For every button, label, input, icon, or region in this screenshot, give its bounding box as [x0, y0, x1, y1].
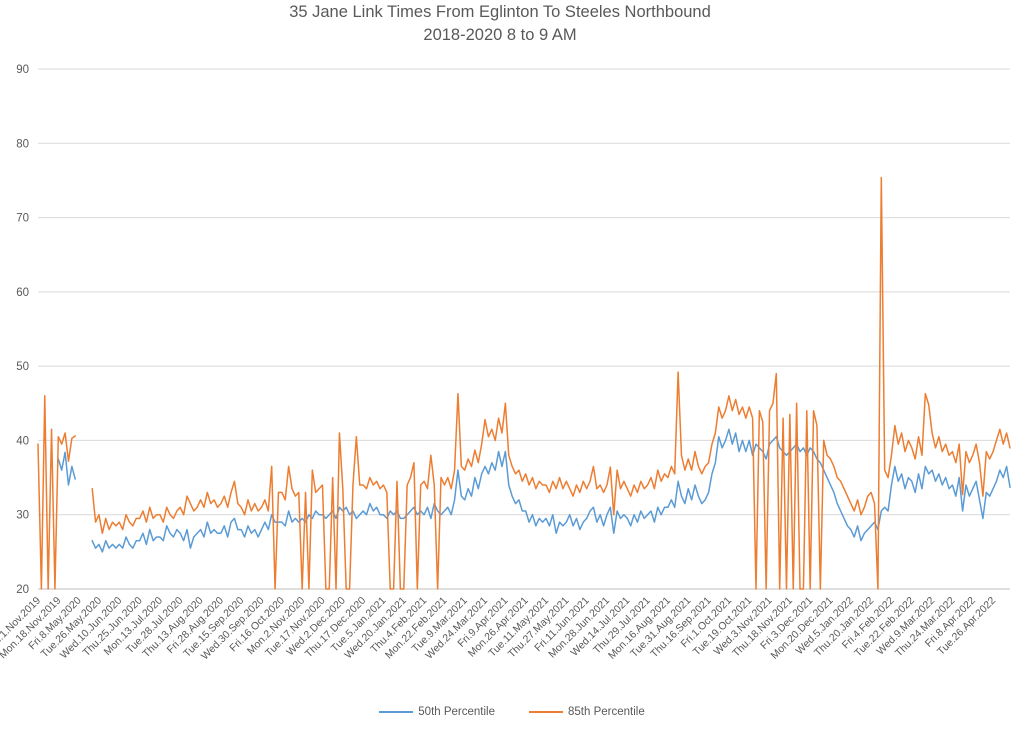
y-tick-label: 30 — [16, 510, 29, 522]
y-tick-label: 20 — [16, 584, 29, 596]
y-tick-label: 50 — [16, 361, 29, 373]
y-tick-label: 40 — [16, 435, 29, 447]
gridlines — [38, 68, 1010, 590]
legend-label-85th: 85th Percentile — [568, 706, 645, 718]
y-tick-label: 60 — [16, 287, 29, 299]
y-tick-label: 70 — [16, 213, 29, 225]
x-axis-tick-labels: Fri.1.Nov.2019Mon.18.Nov.2019Fri.8.May.2… — [0, 595, 998, 663]
y-tick-label: 80 — [16, 138, 29, 150]
y-axis-tick-labels: 20 30 40 50 60 70 80 90 — [16, 64, 29, 596]
chart-legend: 50th Percentile 85th Percentile — [0, 706, 1024, 718]
chart-title-block: 35 Jane Link Times From Eglinton To Stee… — [0, 1, 1000, 47]
chart-title: 35 Jane Link Times From Eglinton To Stee… — [289, 3, 711, 21]
series-line-85th-percentile — [37, 176, 1011, 590]
series-line-50th-percentile — [57, 428, 1011, 553]
legend-item-50th-percentile: 50th Percentile — [379, 706, 495, 718]
legend-line-swatch-50th — [379, 711, 414, 713]
legend-item-85th-percentile: 85th Percentile — [529, 706, 645, 718]
y-tick-label: 90 — [16, 64, 29, 76]
legend-line-swatch-85th — [529, 711, 563, 713]
legend-label-50th: 50th Percentile — [418, 706, 495, 718]
chart-subtitle: 2018-2020 8 to 9 AM — [423, 26, 577, 44]
